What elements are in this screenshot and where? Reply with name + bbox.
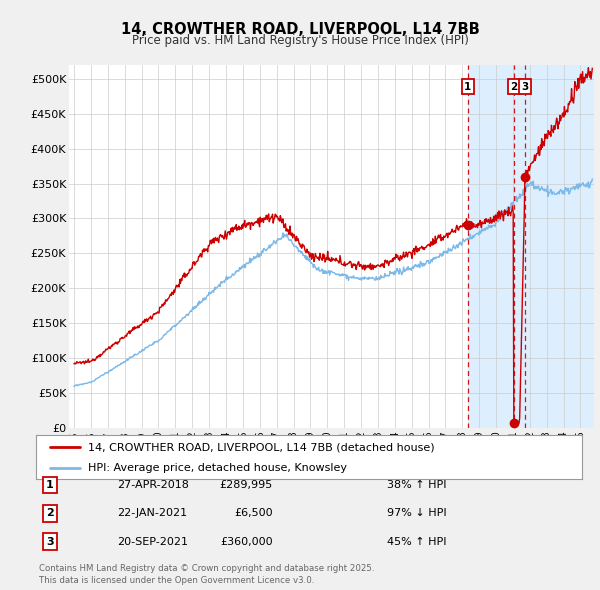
Text: 3: 3 (46, 537, 53, 546)
Text: 14, CROWTHER ROAD, LIVERPOOL, L14 7BB (detached house): 14, CROWTHER ROAD, LIVERPOOL, L14 7BB (d… (88, 442, 434, 452)
Text: Price paid vs. HM Land Registry's House Price Index (HPI): Price paid vs. HM Land Registry's House … (131, 34, 469, 47)
Text: 38% ↑ HPI: 38% ↑ HPI (387, 480, 446, 490)
Text: 45% ↑ HPI: 45% ↑ HPI (387, 537, 446, 546)
Text: HPI: Average price, detached house, Knowsley: HPI: Average price, detached house, Know… (88, 463, 347, 473)
Text: 22-JAN-2021: 22-JAN-2021 (117, 509, 187, 518)
Text: 1: 1 (46, 480, 53, 490)
Text: 2: 2 (46, 509, 53, 518)
Text: £289,995: £289,995 (220, 480, 273, 490)
Text: £360,000: £360,000 (220, 537, 273, 546)
Text: 2: 2 (511, 81, 518, 91)
Text: £6,500: £6,500 (235, 509, 273, 518)
Bar (468, 65, 600, 428)
Text: 14, CROWTHER ROAD, LIVERPOOL, L14 7BB: 14, CROWTHER ROAD, LIVERPOOL, L14 7BB (121, 22, 479, 37)
Text: 97% ↓ HPI: 97% ↓ HPI (387, 509, 446, 518)
Text: Contains HM Land Registry data © Crown copyright and database right 2025.
This d: Contains HM Land Registry data © Crown c… (39, 565, 374, 585)
Text: 1: 1 (464, 81, 472, 91)
Text: 20-SEP-2021: 20-SEP-2021 (117, 537, 188, 546)
Text: 3: 3 (521, 81, 529, 91)
Text: 27-APR-2018: 27-APR-2018 (117, 480, 189, 490)
